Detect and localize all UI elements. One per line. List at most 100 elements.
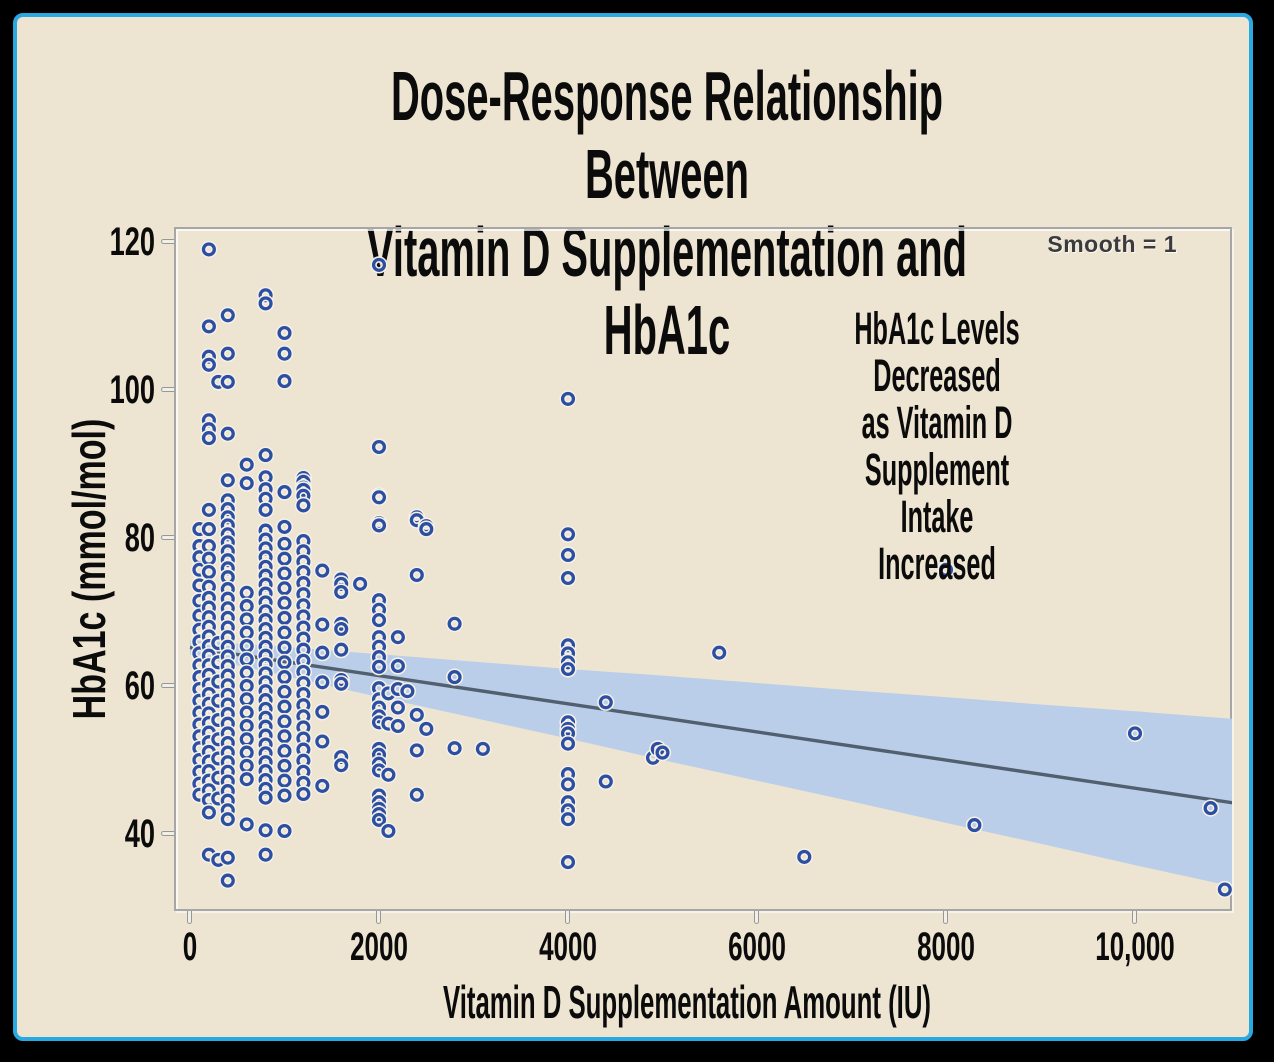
data-point bbox=[201, 431, 216, 446]
data-point bbox=[277, 346, 292, 361]
data-point bbox=[400, 684, 415, 699]
data-point bbox=[277, 596, 292, 611]
data-point bbox=[277, 758, 292, 773]
data-point bbox=[201, 539, 216, 554]
x-tick-mark bbox=[754, 911, 759, 924]
data-point bbox=[315, 617, 330, 632]
data-point bbox=[277, 485, 292, 500]
data-point bbox=[277, 325, 292, 341]
data-point bbox=[277, 714, 292, 729]
data-point bbox=[239, 665, 254, 680]
smooth-parameter-label: Smooth = 1 bbox=[1047, 231, 1177, 257]
data-point bbox=[277, 551, 292, 566]
data-point bbox=[239, 476, 254, 491]
data-point bbox=[239, 692, 254, 707]
data-point bbox=[277, 670, 292, 685]
data-point bbox=[277, 699, 292, 714]
data-point bbox=[381, 767, 396, 782]
data-point bbox=[447, 670, 462, 685]
y-tick-label: 100 bbox=[109, 368, 155, 412]
y-tick-mark bbox=[161, 387, 174, 392]
data-point bbox=[447, 616, 462, 631]
data-point bbox=[315, 675, 330, 690]
data-point bbox=[201, 319, 216, 334]
data-point bbox=[371, 257, 387, 272]
chart-canvas: Dose-Response Relationship Between Vitam… bbox=[13, 13, 1253, 1041]
data-point bbox=[409, 743, 424, 758]
data-point bbox=[371, 756, 387, 771]
data-point bbox=[315, 734, 330, 749]
data-point bbox=[239, 758, 254, 773]
y-tick-mark bbox=[161, 831, 174, 836]
chart-title-line1: Dose-Response Relationship Between bbox=[390, 57, 944, 213]
data-point bbox=[201, 242, 216, 257]
data-point bbox=[239, 718, 254, 734]
data-point bbox=[409, 787, 424, 802]
data-point bbox=[967, 818, 982, 833]
data-point bbox=[390, 658, 405, 674]
data-point bbox=[598, 774, 613, 789]
x-tick-label: 4000 bbox=[539, 925, 597, 969]
data-point bbox=[334, 758, 349, 773]
x-tick-mark bbox=[1132, 911, 1137, 924]
data-point bbox=[277, 655, 292, 670]
data-point bbox=[239, 457, 254, 472]
data-point bbox=[560, 777, 576, 792]
data-point bbox=[371, 439, 387, 455]
data-point bbox=[239, 732, 254, 747]
data-point bbox=[1127, 726, 1143, 741]
data-point bbox=[258, 502, 273, 517]
data-point bbox=[220, 473, 235, 488]
data-point bbox=[201, 551, 216, 566]
data-point bbox=[560, 547, 576, 563]
data-point bbox=[277, 823, 292, 839]
data-point bbox=[390, 630, 405, 645]
data-point bbox=[277, 744, 292, 759]
data-point bbox=[277, 610, 292, 625]
data-point bbox=[560, 391, 576, 406]
plot-annotation: HbA1c Levels Decreased as Vitamin D Supp… bbox=[850, 305, 1025, 587]
x-tick-mark bbox=[187, 911, 192, 924]
data-point bbox=[277, 536, 292, 551]
data-point bbox=[371, 518, 387, 533]
data-point bbox=[371, 613, 387, 628]
data-point bbox=[315, 645, 330, 660]
data-point bbox=[277, 788, 292, 803]
data-point bbox=[239, 585, 254, 600]
data-point bbox=[258, 448, 273, 463]
data-point bbox=[201, 357, 216, 372]
x-tick-mark bbox=[565, 911, 570, 924]
data-point bbox=[1203, 801, 1218, 816]
data-point bbox=[277, 625, 292, 640]
data-point bbox=[475, 741, 490, 756]
x-tick-label: 10,000 bbox=[1095, 925, 1175, 969]
data-point bbox=[797, 849, 812, 864]
data-point bbox=[277, 773, 292, 788]
y-tick-label: 60 bbox=[124, 664, 155, 708]
data-point bbox=[315, 563, 330, 578]
data-point bbox=[277, 519, 292, 534]
x-tick-label: 2000 bbox=[350, 925, 408, 969]
data-point bbox=[409, 567, 424, 583]
data-point bbox=[220, 374, 235, 389]
data-point bbox=[334, 676, 349, 691]
data-point bbox=[239, 745, 254, 760]
data-point bbox=[201, 564, 216, 580]
data-point bbox=[220, 850, 235, 865]
x-tick-label: 6000 bbox=[728, 925, 786, 969]
data-point bbox=[239, 817, 254, 832]
chart-title: Dose-Response Relationship Between Vitam… bbox=[311, 57, 1022, 369]
data-point bbox=[560, 736, 576, 751]
data-point bbox=[258, 823, 273, 838]
data-point bbox=[315, 778, 330, 793]
data-point bbox=[334, 642, 349, 657]
y-tick-label: 120 bbox=[109, 220, 155, 264]
annotation-line2: as Vitamin D Supplement bbox=[861, 397, 1013, 495]
data-point bbox=[239, 599, 254, 614]
data-point bbox=[390, 700, 405, 715]
data-point bbox=[381, 823, 396, 839]
data-point bbox=[371, 490, 387, 505]
data-point bbox=[560, 527, 576, 542]
x-axis-title: Vitamin D Supplementation Amount (IU) bbox=[442, 976, 932, 1028]
